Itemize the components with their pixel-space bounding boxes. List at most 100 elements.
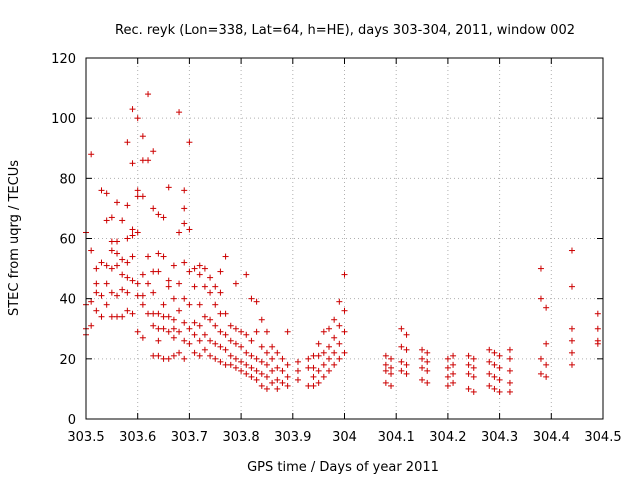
data-point	[232, 280, 239, 287]
data-point	[403, 361, 410, 368]
data-point	[155, 268, 162, 275]
data-point	[325, 343, 332, 350]
data-point	[470, 388, 477, 395]
x-tick-label: 303.5	[67, 430, 104, 445]
data-point	[222, 346, 229, 353]
data-point	[207, 337, 214, 344]
data-point	[170, 295, 177, 302]
data-point	[336, 298, 343, 305]
data-point	[93, 307, 100, 314]
data-point	[258, 370, 265, 377]
data-point	[176, 349, 183, 356]
data-point	[155, 337, 162, 344]
data-point	[486, 346, 493, 353]
data-point	[450, 379, 457, 386]
data-point	[145, 91, 152, 98]
data-point	[232, 325, 239, 332]
data-point	[196, 337, 203, 344]
data-point	[310, 352, 317, 359]
data-point	[201, 313, 208, 320]
data-point	[114, 313, 121, 320]
data-point	[238, 358, 245, 365]
data-point	[155, 211, 162, 218]
data-point	[227, 361, 234, 368]
data-point	[207, 274, 214, 281]
data-point	[217, 358, 224, 365]
data-point	[253, 298, 260, 305]
data-point	[305, 355, 312, 362]
data-point	[181, 295, 188, 302]
data-point	[232, 364, 239, 371]
x-tick-label: 304.4	[533, 430, 570, 445]
data-point	[320, 361, 327, 368]
data-point	[341, 307, 348, 314]
data-point	[294, 367, 301, 374]
data-point	[419, 346, 426, 353]
data-point	[274, 349, 281, 356]
data-point	[388, 370, 395, 377]
data-point	[119, 217, 126, 224]
data-point	[170, 262, 177, 269]
data-point	[98, 292, 105, 299]
data-point	[341, 349, 348, 356]
data-point	[139, 334, 146, 341]
data-point	[336, 322, 343, 329]
data-point	[108, 313, 115, 320]
data-point	[207, 289, 214, 296]
x-tick-label: 303.9	[274, 430, 311, 445]
data-point	[165, 313, 172, 320]
data-point	[114, 262, 121, 269]
data-point	[444, 382, 451, 389]
y-tick-label: 80	[59, 172, 76, 187]
data-point	[253, 367, 260, 374]
data-point	[444, 373, 451, 380]
data-point	[232, 355, 239, 362]
data-point	[129, 106, 136, 113]
data-point	[129, 277, 136, 284]
data-point	[155, 352, 162, 359]
data-point	[160, 313, 167, 320]
data-point	[424, 379, 431, 386]
data-point	[315, 340, 322, 347]
data-point	[201, 283, 208, 290]
data-point	[424, 358, 431, 365]
data-point	[341, 271, 348, 278]
data-point	[119, 313, 126, 320]
data-point	[465, 361, 472, 368]
data-point	[93, 289, 100, 296]
data-point	[88, 298, 95, 305]
data-point	[191, 283, 198, 290]
data-point	[145, 157, 152, 164]
data-point	[217, 328, 224, 335]
data-point	[419, 364, 426, 371]
data-point	[160, 325, 167, 332]
data-point	[222, 253, 229, 260]
data-point	[238, 367, 245, 374]
data-point	[382, 379, 389, 386]
y-tick-label: 40	[59, 293, 76, 308]
data-point	[444, 355, 451, 362]
data-point	[253, 355, 260, 362]
data-point	[196, 271, 203, 278]
data-point	[124, 202, 131, 209]
data-point	[160, 355, 167, 362]
data-point	[196, 352, 203, 359]
data-point	[181, 205, 188, 212]
data-point	[403, 331, 410, 338]
data-point	[155, 325, 162, 332]
data-point	[129, 310, 136, 317]
data-point	[150, 148, 157, 155]
data-point	[382, 361, 389, 368]
data-point	[134, 280, 141, 287]
data-point	[186, 325, 193, 332]
data-point	[139, 271, 146, 278]
y-axis-label: STEC from uqrg / TECUs	[7, 160, 22, 316]
data-point	[212, 322, 219, 329]
data-point	[181, 220, 188, 227]
data-point	[98, 313, 105, 320]
data-point	[165, 277, 172, 284]
data-point	[320, 373, 327, 380]
data-point	[201, 346, 208, 353]
data-point	[537, 370, 544, 377]
